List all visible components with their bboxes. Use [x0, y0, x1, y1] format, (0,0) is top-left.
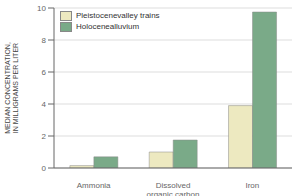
- html-text:Holocenealluvium: Holocenealluvium: [76, 22, 140, 31]
- svg-text:Dissolvedorganic carbon: Dissolvedorganic carbon: [147, 181, 200, 196]
- html-text:Pleistocenevalley trains: Pleistocenevalley trains: [76, 11, 160, 20]
- svg-text:Ammonia: Ammonia: [77, 181, 111, 190]
- svg-text:MEDIAN CONCENTRATION,IN MILLIG: MEDIAN CONCENTRATION,IN MILLIGRAMS PER L…: [8, 42, 19, 134]
- svg-text:Iron: Iron: [245, 181, 259, 190]
- svg-text:0: 0: [42, 164, 47, 173]
- svg-text:10: 10: [37, 4, 46, 13]
- svg-text:4: 4: [42, 100, 47, 109]
- svg-text:2: 2: [42, 132, 47, 141]
- svg-text:6: 6: [42, 68, 47, 77]
- svg-text:8: 8: [42, 36, 47, 45]
